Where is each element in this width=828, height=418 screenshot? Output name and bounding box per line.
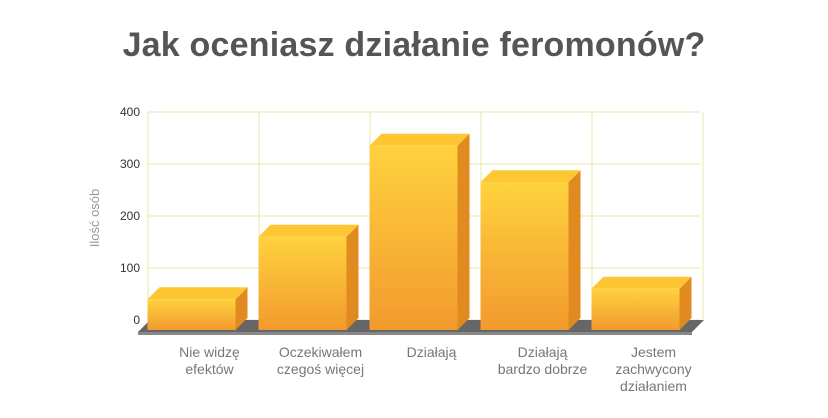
- bars: [147, 133, 692, 330]
- x-category-label: Oczekiwałem czegoś więcej: [277, 344, 364, 377]
- bar: [147, 287, 248, 330]
- bar-side: [235, 287, 248, 330]
- x-category-label: Nie widzę efektów: [179, 344, 240, 377]
- bar-front: [258, 236, 347, 330]
- bar-front: [480, 182, 569, 330]
- chart-title: Jak oceniasz działanie feromonów?: [122, 26, 706, 64]
- x-category-label: Działają bardzo dobrze: [498, 344, 588, 377]
- y-tick-label: 400: [120, 105, 140, 119]
- x-category-label: Jestem zachwycony działaniem: [615, 344, 691, 394]
- floor-edge: [138, 332, 692, 335]
- bar-front: [591, 288, 680, 330]
- bar: [591, 276, 692, 330]
- bar-side: [457, 133, 470, 330]
- bar-top: [258, 224, 359, 237]
- bar-front: [147, 299, 236, 330]
- y-tick-label: 300: [120, 157, 140, 171]
- bar-top: [369, 133, 470, 146]
- y-axis-title: Ilość osób: [87, 189, 102, 248]
- bar: [258, 224, 359, 330]
- bar: [480, 170, 581, 330]
- bar-side: [346, 224, 359, 330]
- y-tick-label: 0: [133, 313, 140, 327]
- bar-front: [369, 145, 458, 330]
- x-category-label: Działają: [407, 344, 457, 360]
- bar: [369, 133, 470, 330]
- x-axis-labels: Nie widzę efektów Oczekiwałem czegoś więcej…: [179, 344, 691, 394]
- bar-top: [147, 287, 248, 300]
- y-tick-label: 200: [120, 209, 140, 223]
- bar-side: [568, 170, 581, 330]
- bar-side: [679, 276, 692, 330]
- bar-top: [591, 276, 692, 289]
- bar-top: [480, 170, 581, 183]
- y-axis-ticks: 0 100 200 300 400: [120, 105, 140, 327]
- y-tick-label: 100: [120, 261, 140, 275]
